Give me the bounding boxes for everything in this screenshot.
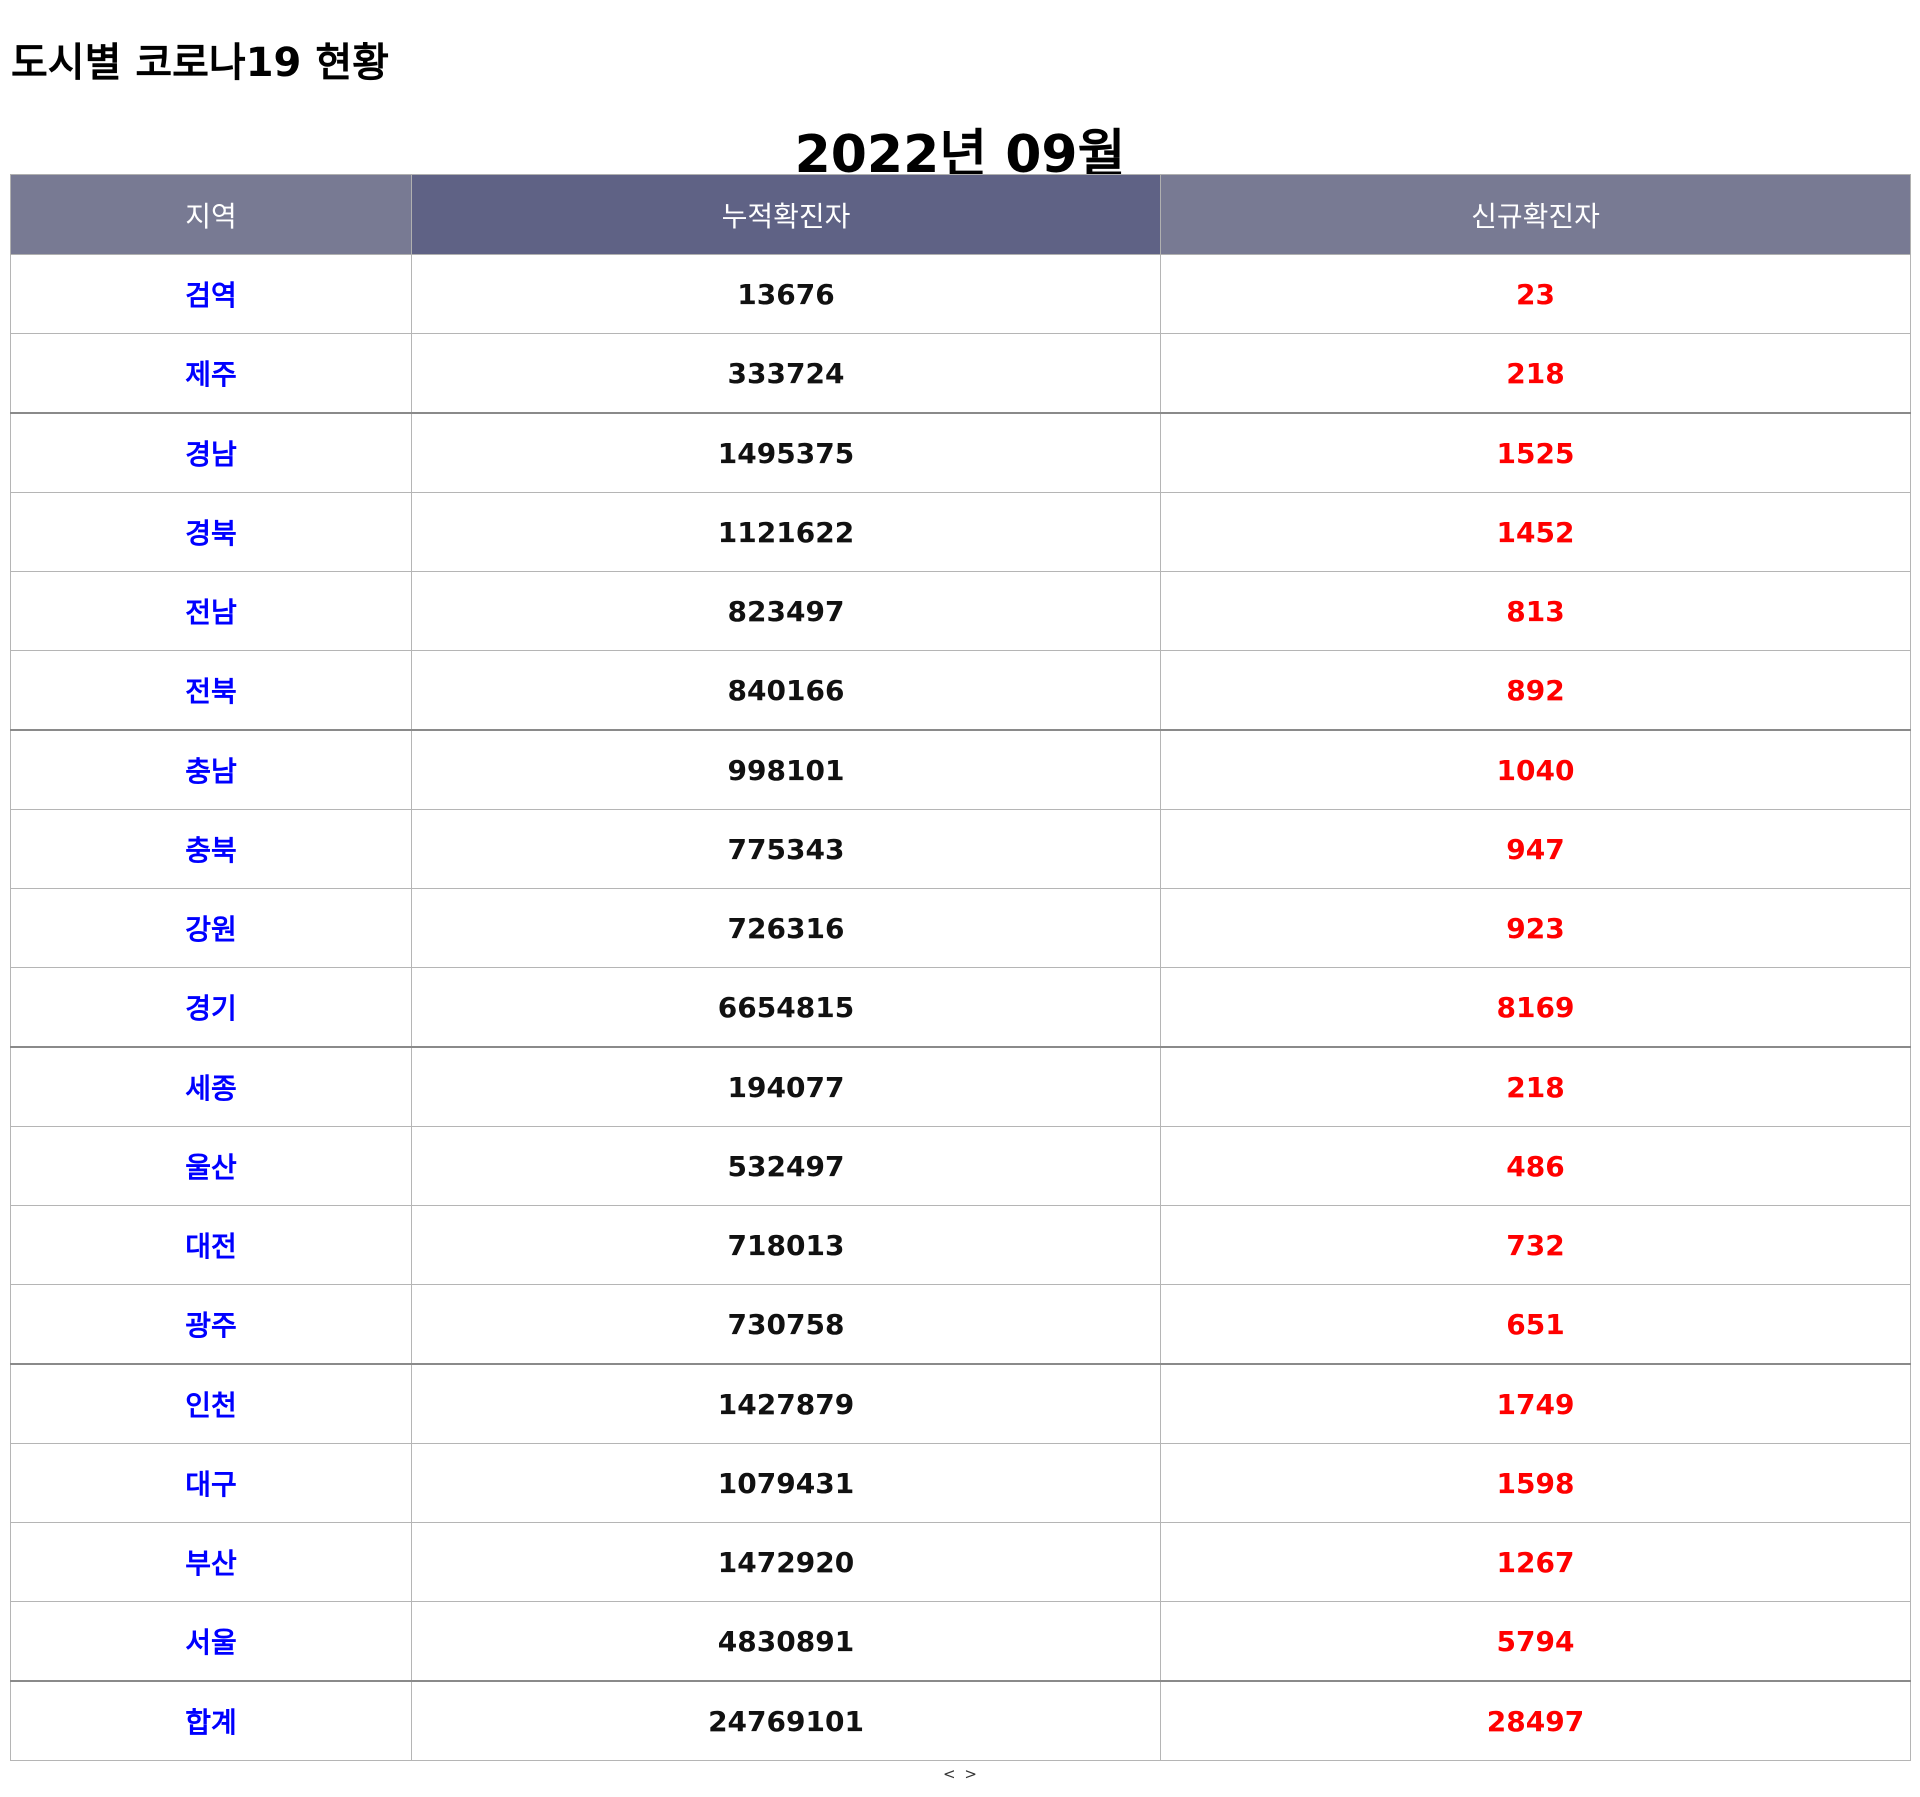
table-row: 부산 1472920 1267 (10, 1522, 1911, 1602)
new-cases-cell: 486 (1160, 1126, 1911, 1206)
table-row: 충남 998101 1040 (10, 729, 1911, 810)
header-cumulative[interactable]: 누적확진자 (411, 174, 1161, 255)
new-cases-cell: 1452 (1160, 492, 1911, 572)
pager-prev-button[interactable]: < (943, 1765, 956, 1783)
cumulative-cell: 998101 (411, 729, 1161, 810)
new-cases-cell: 732 (1160, 1205, 1911, 1285)
table-row: 광주 730758 651 (10, 1284, 1911, 1365)
table-row: 제주 333724 218 (10, 333, 1911, 414)
cumulative-cell: 194077 (411, 1046, 1161, 1127)
new-cases-cell: 923 (1160, 888, 1911, 968)
region-cell: 경남 (10, 412, 412, 493)
header-region[interactable]: 지역 (10, 174, 412, 255)
region-cell: 전남 (10, 571, 412, 651)
table-body: 검역 13676 23 제주 333724 218 경남 1495375 1525 경북 11216… (10, 254, 1911, 1761)
table-row: 대구 1079431 1598 (10, 1443, 1911, 1523)
new-cases-cell: 1598 (1160, 1443, 1911, 1523)
new-cases-cell: 23 (1160, 254, 1911, 334)
new-cases-cell: 1525 (1160, 412, 1911, 493)
cumulative-cell: 1427879 (411, 1363, 1161, 1444)
region-cell: 울산 (10, 1126, 412, 1206)
table-row: 강원 726316 923 (10, 888, 1911, 968)
new-cases-cell: 1040 (1160, 729, 1911, 810)
table-row: 서울 4830891 5794 (10, 1601, 1911, 1682)
page-title: 도시별 코로나19 현황 (11, 40, 389, 86)
new-cases-cell: 1749 (1160, 1363, 1911, 1444)
header-new[interactable]: 신규확진자 (1160, 174, 1911, 255)
cumulative-cell: 1121622 (411, 492, 1161, 572)
cumulative-cell: 823497 (411, 571, 1161, 651)
table-row: 전북 840166 892 (10, 650, 1911, 731)
pager: < > (0, 1765, 1920, 1783)
region-cell: 강원 (10, 888, 412, 968)
cumulative-cell: 775343 (411, 809, 1161, 889)
cumulative-cell: 1495375 (411, 412, 1161, 493)
covid-stats-table: 지역 누적확진자 신규확진자 검역 13676 23 제주 333724 218 경남 149… (10, 174, 1911, 1761)
region-cell: 대구 (10, 1443, 412, 1523)
region-cell: 부산 (10, 1522, 412, 1602)
cumulative-cell: 1472920 (411, 1522, 1161, 1602)
region-cell: 충북 (10, 809, 412, 889)
cumulative-cell: 4830891 (411, 1601, 1161, 1682)
region-cell: 경북 (10, 492, 412, 572)
cumulative-cell: 840166 (411, 650, 1161, 731)
cumulative-cell: 1079431 (411, 1443, 1161, 1523)
table-row: 인천 1427879 1749 (10, 1363, 1911, 1444)
table-row: 대전 718013 732 (10, 1205, 1911, 1285)
region-cell: 합계 (10, 1680, 412, 1761)
cumulative-cell: 333724 (411, 333, 1161, 414)
new-cases-cell: 1267 (1160, 1522, 1911, 1602)
table-row: 세종 194077 218 (10, 1046, 1911, 1127)
cumulative-cell: 6654815 (411, 967, 1161, 1048)
region-cell: 충남 (10, 729, 412, 810)
new-cases-cell: 28497 (1160, 1680, 1911, 1761)
region-cell: 제주 (10, 333, 412, 414)
cumulative-cell: 718013 (411, 1205, 1161, 1285)
new-cases-cell: 5794 (1160, 1601, 1911, 1682)
table-row: 합계 24769101 28497 (10, 1680, 1911, 1761)
region-cell: 세종 (10, 1046, 412, 1127)
cumulative-cell: 24769101 (411, 1680, 1161, 1761)
region-cell: 광주 (10, 1284, 412, 1365)
new-cases-cell: 947 (1160, 809, 1911, 889)
cumulative-cell: 532497 (411, 1126, 1161, 1206)
table-header-row: 지역 누적확진자 신규확진자 (10, 174, 1911, 255)
region-cell: 인천 (10, 1363, 412, 1444)
region-cell: 서울 (10, 1601, 412, 1682)
pager-next-button[interactable]: > (964, 1765, 977, 1783)
table-row: 충북 775343 947 (10, 809, 1911, 889)
new-cases-cell: 892 (1160, 650, 1911, 731)
table-row: 검역 13676 23 (10, 254, 1911, 334)
region-cell: 검역 (10, 254, 412, 334)
table-row: 경북 1121622 1452 (10, 492, 1911, 572)
new-cases-cell: 218 (1160, 333, 1911, 414)
table-row: 경기 6654815 8169 (10, 967, 1911, 1048)
new-cases-cell: 218 (1160, 1046, 1911, 1127)
new-cases-cell: 813 (1160, 571, 1911, 651)
cumulative-cell: 730758 (411, 1284, 1161, 1365)
table-row: 경남 1495375 1525 (10, 412, 1911, 493)
region-cell: 전북 (10, 650, 412, 731)
cumulative-cell: 726316 (411, 888, 1161, 968)
cumulative-cell: 13676 (411, 254, 1161, 334)
new-cases-cell: 8169 (1160, 967, 1911, 1048)
region-cell: 경기 (10, 967, 412, 1048)
new-cases-cell: 651 (1160, 1284, 1911, 1365)
table-row: 전남 823497 813 (10, 571, 1911, 651)
table-row: 울산 532497 486 (10, 1126, 1911, 1206)
region-cell: 대전 (10, 1205, 412, 1285)
